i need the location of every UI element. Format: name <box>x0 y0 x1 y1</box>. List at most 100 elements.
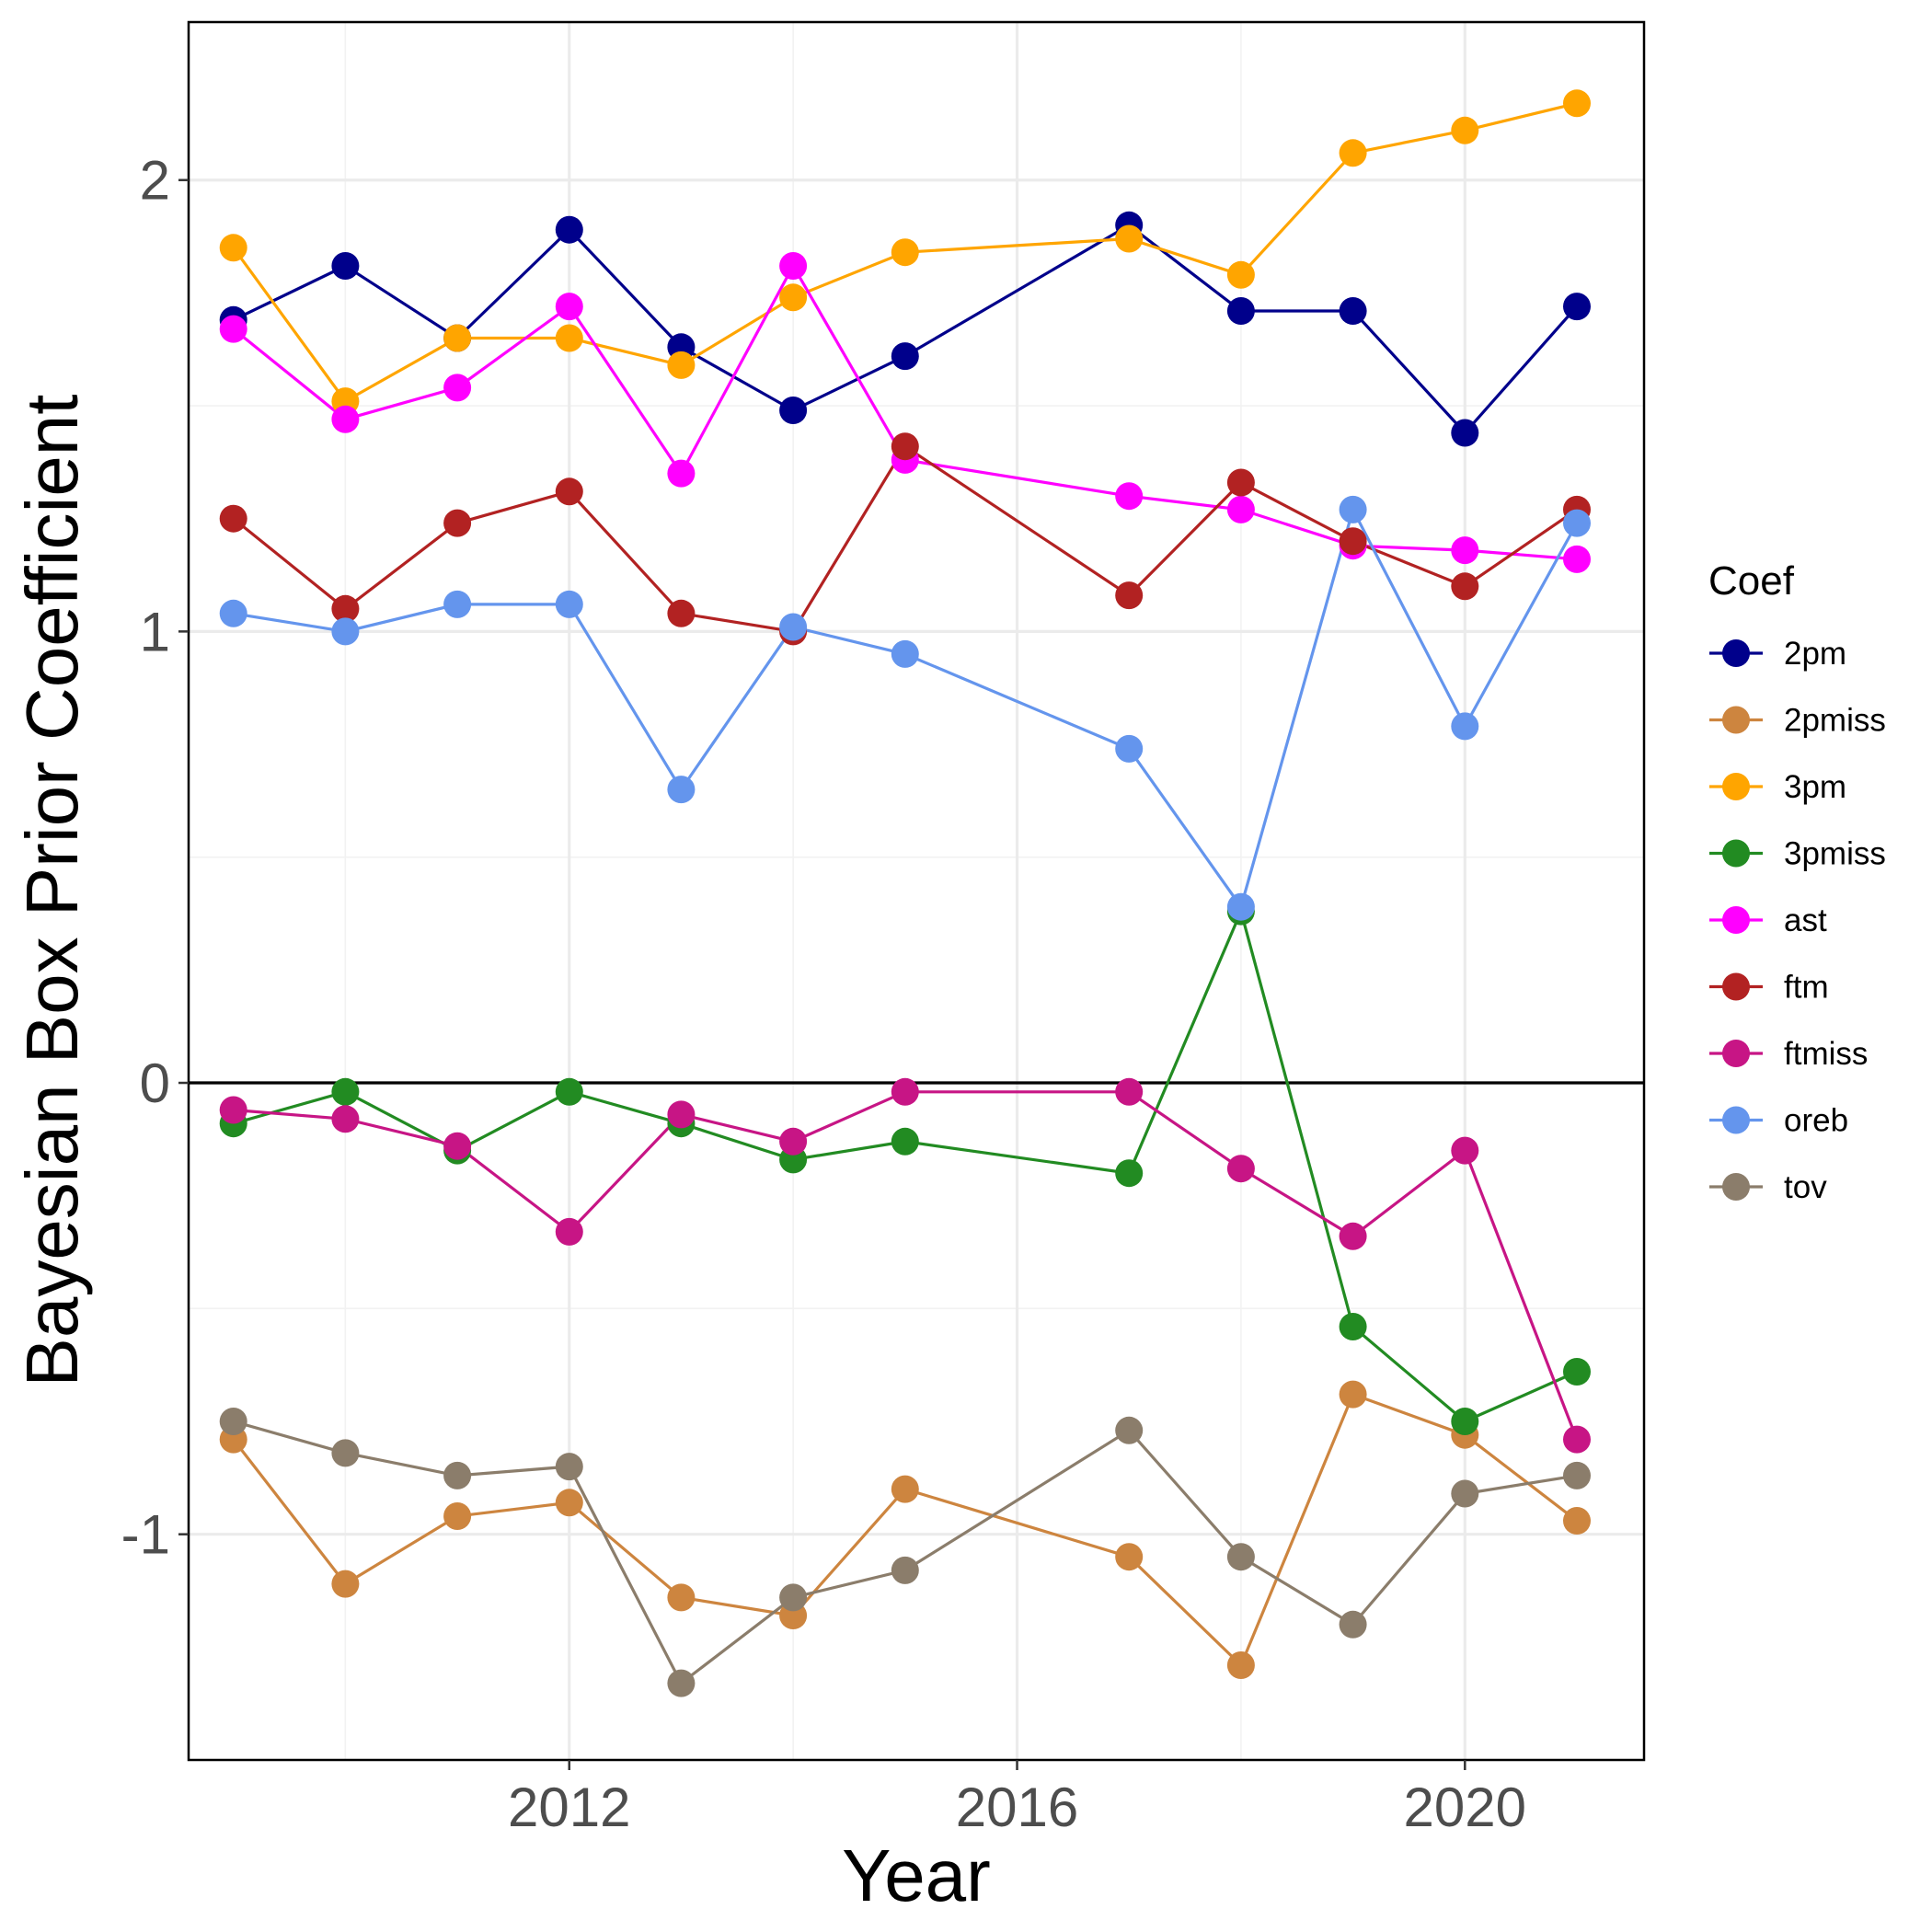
point-ast-2017 <box>1115 482 1144 511</box>
y-tick-label--1: -1 <box>121 1504 170 1566</box>
legend-item-ftmiss: ftmiss <box>1709 1036 1868 1072</box>
point-3pm-2020 <box>1451 116 1479 144</box>
point-ftm-2020 <box>1451 572 1479 601</box>
legend-label-oreb: oreb <box>1784 1103 1848 1139</box>
point-oreb-2013 <box>667 776 696 804</box>
legend-label-2pm: 2pm <box>1784 636 1846 672</box>
point-3pm-2014 <box>779 283 808 312</box>
point-oreb-2017 <box>1115 734 1144 763</box>
x-tick-label-2020: 2020 <box>1404 1777 1526 1838</box>
point-ast-2018 <box>1226 495 1255 523</box>
point-ftmiss-2014 <box>779 1127 808 1156</box>
point-oreb-2014 <box>779 613 808 641</box>
point-2pmiss-2019 <box>1339 1380 1367 1409</box>
x-axis-title: Year <box>842 1834 991 1916</box>
legend-label-3pmiss: 3pmiss <box>1784 836 1886 872</box>
legend-marker-3pmiss <box>1722 839 1750 868</box>
point-tov-2015 <box>891 1556 919 1584</box>
point-3pmiss-2010 <box>331 1077 360 1106</box>
panel-border <box>187 20 1646 1762</box>
series-line-2pm <box>233 223 1579 435</box>
point-ftmiss-2012 <box>555 1217 583 1246</box>
legend-item-tov: tov <box>1709 1169 1827 1205</box>
point-2pmiss-2015 <box>891 1475 919 1503</box>
point-3pmiss-2015 <box>891 1127 919 1156</box>
legend-label-ftmiss: ftmiss <box>1784 1036 1868 1072</box>
point-3pmiss-2020 <box>1451 1408 1479 1435</box>
point-ftmiss-2019 <box>1339 1222 1367 1250</box>
point-3pm-2013 <box>667 351 696 379</box>
point-3pm-2019 <box>1339 139 1367 167</box>
point-2pm-2019 <box>1339 297 1367 325</box>
legend-label-ast: ast <box>1784 903 1827 938</box>
legend-item-ast: ast <box>1709 903 1827 938</box>
series-line-oreb <box>233 505 1579 911</box>
point-ftm-2015 <box>891 432 919 461</box>
point-2pm-2020 <box>1451 419 1479 447</box>
point-ftm-2009 <box>219 504 247 533</box>
axis-layer: 2012 2016 2020 -1 0 1 2 <box>121 150 1526 1838</box>
point-ast-2012 <box>555 293 583 321</box>
legend-marker-tov <box>1722 1173 1750 1201</box>
point-oreb-2015 <box>891 639 919 668</box>
legend-marker-3pm <box>1722 773 1750 800</box>
point-ftm-2018 <box>1226 468 1255 497</box>
legend-marker-oreb <box>1722 1106 1750 1134</box>
point-ftmiss-2011 <box>443 1132 472 1160</box>
point-2pm-2012 <box>555 215 583 244</box>
point-ast-2013 <box>667 459 696 488</box>
point-oreb-2020 <box>1451 712 1479 741</box>
y-tick-label-0: 0 <box>140 1052 170 1114</box>
point-ftmiss-2010 <box>331 1105 360 1133</box>
point-2pm-2014 <box>779 397 808 424</box>
legend-item-3pm: 3pm <box>1709 769 1846 805</box>
point-2pmiss-2013 <box>667 1583 696 1612</box>
point-tov-2018 <box>1226 1543 1255 1571</box>
y-axis-title: Bayesian Box Prior Coefficient <box>11 394 93 1386</box>
y-tick-label-1: 1 <box>140 601 170 662</box>
point-ftm-2013 <box>667 599 696 627</box>
x-tick-label-2012: 2012 <box>508 1777 630 1838</box>
point-2pmiss-2011 <box>443 1502 472 1530</box>
legend-marker-2pm <box>1722 639 1750 667</box>
point-3pm-2015 <box>891 238 919 267</box>
point-2pmiss-2012 <box>555 1489 583 1517</box>
point-3pm-2011 <box>443 324 472 352</box>
point-ast-2020 <box>1451 536 1479 565</box>
legend-item-3pmiss: 3pmiss <box>1709 836 1886 872</box>
legend-item-ftm: ftm <box>1709 970 1829 1006</box>
series-line-2pmiss <box>232 1392 1578 1668</box>
point-2pmiss-2021 <box>1563 1507 1591 1535</box>
point-ast-2009 <box>219 315 247 343</box>
point-tov-2017 <box>1115 1416 1144 1444</box>
point-tov-2011 <box>443 1461 472 1489</box>
point-ftmiss-2009 <box>219 1096 247 1124</box>
point-3pmiss-2012 <box>555 1077 583 1106</box>
point-oreb-2012 <box>555 590 583 618</box>
point-ast-2021 <box>1563 545 1591 573</box>
point-oreb-2009 <box>219 599 247 627</box>
point-2pmiss-2018 <box>1226 1651 1255 1679</box>
legend-title: Coef <box>1708 558 1795 604</box>
legend-label-3pm: 3pm <box>1784 769 1846 805</box>
point-2pm-2021 <box>1563 293 1591 321</box>
series-layer <box>219 89 1591 1697</box>
point-3pm-2021 <box>1563 89 1591 118</box>
point-oreb-2010 <box>331 617 360 646</box>
legend-label-ftm: ftm <box>1784 970 1829 1006</box>
point-tov-2019 <box>1339 1610 1367 1639</box>
point-oreb-2019 <box>1339 495 1367 523</box>
legend: Coef 2pm 2pmiss 3pm 3pmiss ast ftm ftmiss oreb t… <box>1708 558 1886 1205</box>
point-ast-2010 <box>331 405 360 433</box>
point-ftmiss-2018 <box>1226 1155 1255 1183</box>
point-3pmiss-2021 <box>1563 1358 1591 1386</box>
point-3pm-2009 <box>219 234 247 262</box>
series-line-3pm <box>232 101 1578 404</box>
point-oreb-2021 <box>1563 509 1591 537</box>
point-tov-2021 <box>1563 1461 1591 1489</box>
point-ftm-2010 <box>331 594 360 623</box>
point-2pmiss-2017 <box>1115 1543 1144 1571</box>
point-2pm-2018 <box>1226 297 1255 325</box>
